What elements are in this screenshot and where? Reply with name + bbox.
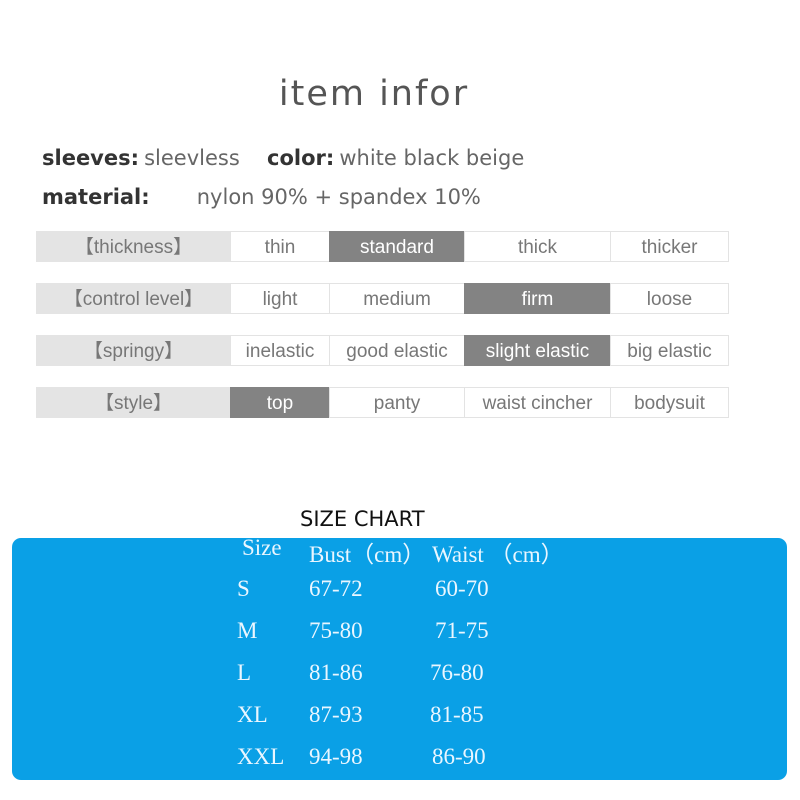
attribute-option: thick [464,231,611,262]
attribute-option: slight elastic [464,335,611,366]
color-spec: color: white black beige [267,146,524,170]
attribute-option: loose [610,283,729,314]
attribute-option: firm [464,283,611,314]
attribute-option: thin [230,231,330,262]
attribute-option: thicker [610,231,729,262]
attribute-option: inelastic [230,335,330,366]
size-label: S [237,576,250,601]
sleeves-value: sleevless [144,146,240,170]
size-chart-header: Bust（cm） [309,542,426,567]
waist-value: 71-75 [435,618,489,643]
size-chart-header: Waist （cm） [432,542,564,567]
attribute-option: panty [329,387,465,418]
attribute-option: big elastic [610,335,729,366]
attribute-label: 【thickness】 [36,231,231,262]
waist-value: 86-90 [432,744,486,769]
sleeves-label: sleeves: [42,146,140,170]
attribute-label: 【springy】 [36,335,231,366]
size-chart-title: SIZE CHART [300,507,425,531]
attribute-option: good elastic [329,335,465,366]
bust-value: 94-98 [309,744,363,769]
attribute-option: waist cincher [464,387,611,418]
attribute-row: 【style】 top panty waist cincher bodysuit [36,387,729,418]
material-value: nylon 90% + spandex 10% [196,185,481,209]
bust-value: 67-72 [309,576,363,601]
attribute-label: 【style】 [36,387,231,418]
attribute-row: 【control level】 light medium firm loose [36,283,729,314]
size-chart-panel [12,538,787,780]
size-label: L [237,660,252,685]
color-label: color: [267,146,335,170]
size-label: XL [237,702,268,727]
color-value: white black beige [339,146,525,170]
size-label: M [237,618,258,643]
waist-value: 76-80 [430,660,484,685]
attribute-row: 【springy】 inelastic good elastic slight ela… [36,335,729,366]
material-spec: material: nylon 90% + spandex 10% [42,185,481,209]
waist-value: 60-70 [435,576,489,601]
attribute-label: 【control level】 [36,283,231,314]
attribute-option: standard [329,231,465,262]
bust-value: 75-80 [309,618,363,643]
attribute-option: medium [329,283,465,314]
attribute-option: bodysuit [610,387,729,418]
sleeves-spec: sleeves: sleevless [42,146,240,170]
bust-value: 81-86 [309,660,363,685]
attribute-option: top [230,387,330,418]
attribute-row: 【thickness】 thin standard thick thicker [36,231,729,262]
waist-value: 81-85 [430,702,484,727]
attribute-option: light [230,283,330,314]
size-label: XXL [237,744,285,769]
size-chart-header: Size [242,535,282,560]
bust-value: 87-93 [309,702,363,727]
material-label: material: [42,185,150,209]
page-title: item infor [278,74,470,114]
